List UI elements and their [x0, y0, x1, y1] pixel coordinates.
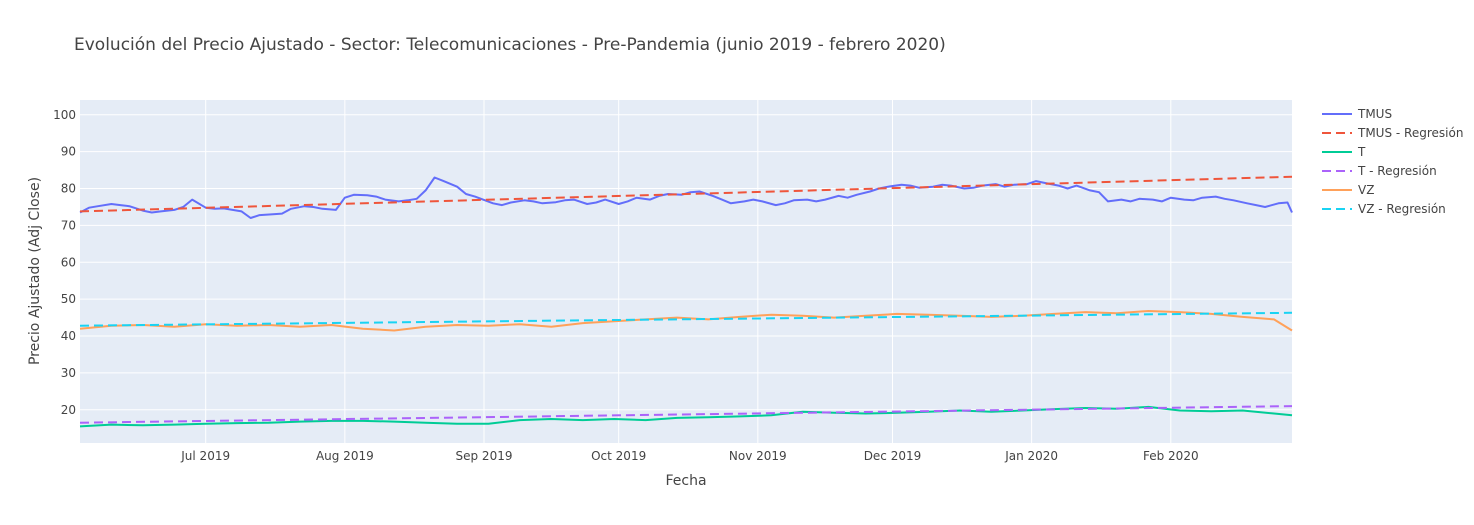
- legend-label: T: [1357, 145, 1366, 159]
- y-tick-label: 20: [61, 403, 76, 417]
- x-axis-ticks: Jul 2019 Aug 2019 Sep 2019 Oct 2019 Nov 2019…: [180, 449, 1198, 463]
- legend-item-tmus[interactable]: TMUS: [1322, 107, 1392, 121]
- x-tick-label: Dec 2019: [864, 449, 922, 463]
- series-line-t-regresi-n: [79, 405, 1293, 424]
- legend-item-t-regresi-n[interactable]: T - Regresión: [1322, 164, 1437, 178]
- x-tick-label: Jul 2019: [180, 449, 230, 463]
- legend-item-t[interactable]: T: [1322, 145, 1366, 159]
- legend: TMUS TMUS - Regresión T T - Regresión VZ VZ -…: [1322, 107, 1463, 216]
- y-tick-label: 40: [61, 329, 76, 343]
- legend-label: TMUS - Regresión: [1357, 126, 1463, 140]
- series-line-vz-regresi-n: [79, 311, 1293, 327]
- x-tick-label: Nov 2019: [729, 449, 787, 463]
- x-tick-label: Sep 2019: [456, 449, 513, 463]
- y-tick-label: 60: [61, 255, 76, 269]
- series-line-tmus-regresi-n: [79, 175, 1293, 213]
- x-tick-label: Feb 2020: [1143, 449, 1199, 463]
- y-axis-ticks: 20 30 40 50 60 70 80 90 100: [53, 108, 76, 417]
- y-axis-label: Precio Ajustado (Adj Close): [27, 177, 43, 365]
- x-tick-label: Oct 2019: [591, 449, 646, 463]
- y-tick-label: 80: [61, 182, 76, 196]
- x-tick-label: Jan 2020: [1004, 449, 1058, 463]
- legend-label: VZ: [1358, 183, 1374, 197]
- series-line-tmus: [79, 176, 1293, 219]
- y-tick-label: 30: [61, 366, 76, 380]
- legend-label: T - Regresión: [1357, 164, 1437, 178]
- legend-label: VZ - Regresión: [1358, 202, 1446, 216]
- series-layer: [79, 175, 1293, 428]
- legend-item-vz[interactable]: VZ: [1322, 183, 1374, 197]
- y-tick-label: 50: [61, 292, 76, 306]
- plot-background: [80, 100, 1292, 443]
- x-tick-label: Aug 2019: [316, 449, 374, 463]
- legend-label: TMUS: [1357, 107, 1392, 121]
- legend-item-vz-regresi-n[interactable]: VZ - Regresión: [1322, 202, 1446, 216]
- y-tick-label: 100: [53, 108, 76, 122]
- y-tick-label: 70: [61, 218, 76, 232]
- gridlines: [80, 100, 1292, 443]
- legend-item-tmus-regresi-n[interactable]: TMUS - Regresión: [1322, 126, 1463, 140]
- series-line-vz: [79, 310, 1293, 332]
- x-axis-label: Fecha: [665, 473, 706, 489]
- series-line-t: [79, 405, 1293, 428]
- chart-title: Evolución del Precio Ajustado - Sector: …: [74, 35, 946, 55]
- y-tick-label: 90: [61, 145, 76, 159]
